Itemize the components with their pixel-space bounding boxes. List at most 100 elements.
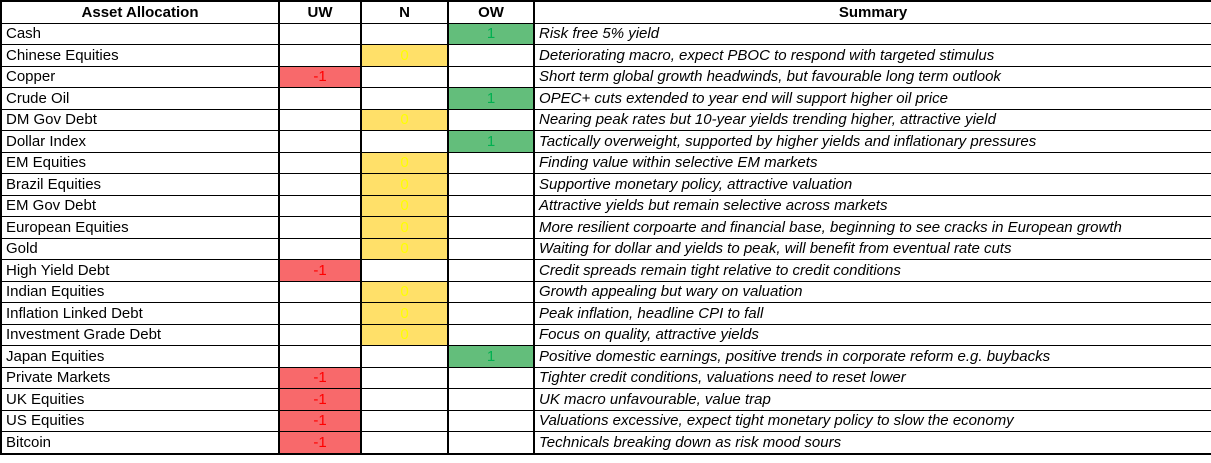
ow-cell[interactable] <box>447 366 535 389</box>
summary-cell[interactable]: More resilient corpoarte and financial b… <box>533 216 1211 239</box>
uw-cell[interactable] <box>278 323 362 346</box>
n-cell[interactable] <box>360 388 449 411</box>
ow-cell[interactable] <box>447 280 535 303</box>
asset-name-cell[interactable]: Japan Equities <box>0 345 280 368</box>
uw-cell[interactable]: -1 <box>278 431 362 454</box>
column-header-n[interactable]: N <box>360 0 449 24</box>
ow-cell[interactable] <box>447 323 535 346</box>
asset-name-cell[interactable]: DM Gov Debt <box>0 108 280 131</box>
asset-name-cell[interactable]: US Equities <box>0 409 280 432</box>
n-cell[interactable]: 0 <box>360 302 449 325</box>
uw-cell[interactable]: -1 <box>278 259 362 282</box>
summary-cell[interactable]: Credit spreads remain tight relative to … <box>533 259 1211 282</box>
summary-cell[interactable]: Risk free 5% yield <box>533 22 1211 45</box>
n-cell[interactable]: 0 <box>360 237 449 260</box>
uw-cell[interactable] <box>278 237 362 260</box>
asset-name-cell[interactable]: EM Equities <box>0 151 280 174</box>
uw-cell[interactable] <box>278 87 362 110</box>
ow-cell[interactable] <box>447 44 535 67</box>
uw-cell[interactable] <box>278 108 362 131</box>
uw-cell[interactable] <box>278 280 362 303</box>
n-cell[interactable] <box>360 431 449 454</box>
asset-name-cell[interactable]: Cash <box>0 22 280 45</box>
uw-cell[interactable]: -1 <box>278 366 362 389</box>
asset-name-cell[interactable]: Gold <box>0 237 280 260</box>
uw-cell[interactable]: -1 <box>278 388 362 411</box>
summary-cell[interactable]: OPEC+ cuts extended to year end will sup… <box>533 87 1211 110</box>
ow-cell[interactable] <box>447 259 535 282</box>
summary-cell[interactable]: Nearing peak rates but 10-year yields tr… <box>533 108 1211 131</box>
asset-name-cell[interactable]: Investment Grade Debt <box>0 323 280 346</box>
n-cell[interactable]: 0 <box>360 194 449 217</box>
ow-cell[interactable]: 1 <box>447 87 535 110</box>
column-header-asset-allocation[interactable]: Asset Allocation <box>0 0 280 24</box>
asset-name-cell[interactable]: Indian Equities <box>0 280 280 303</box>
n-cell[interactable]: 0 <box>360 280 449 303</box>
n-cell[interactable]: 0 <box>360 44 449 67</box>
ow-cell[interactable] <box>447 151 535 174</box>
summary-cell[interactable]: Tighter credit conditions, valuations ne… <box>533 366 1211 389</box>
n-cell[interactable] <box>360 259 449 282</box>
n-cell[interactable]: 0 <box>360 151 449 174</box>
n-cell[interactable] <box>360 65 449 88</box>
ow-cell[interactable] <box>447 302 535 325</box>
ow-cell[interactable] <box>447 65 535 88</box>
n-cell[interactable] <box>360 366 449 389</box>
ow-cell[interactable] <box>447 409 535 432</box>
asset-name-cell[interactable]: European Equities <box>0 216 280 239</box>
column-header-summary[interactable]: Summary <box>533 0 1211 24</box>
uw-cell[interactable]: -1 <box>278 65 362 88</box>
ow-cell[interactable]: 1 <box>447 130 535 153</box>
ow-cell[interactable] <box>447 108 535 131</box>
summary-cell[interactable]: Short term global growth headwinds, but … <box>533 65 1211 88</box>
ow-cell[interactable] <box>447 194 535 217</box>
uw-cell[interactable] <box>278 151 362 174</box>
ow-cell[interactable] <box>447 173 535 196</box>
n-cell[interactable]: 0 <box>360 323 449 346</box>
summary-cell[interactable]: Growth appealing but wary on valuation <box>533 280 1211 303</box>
n-cell[interactable] <box>360 130 449 153</box>
asset-name-cell[interactable]: Bitcoin <box>0 431 280 454</box>
uw-cell[interactable]: -1 <box>278 409 362 432</box>
asset-name-cell[interactable]: Inflation Linked Debt <box>0 302 280 325</box>
asset-name-cell[interactable]: Copper <box>0 65 280 88</box>
summary-cell[interactable]: Peak inflation, headline CPI to fall <box>533 302 1211 325</box>
asset-name-cell[interactable]: EM Gov Debt <box>0 194 280 217</box>
summary-cell[interactable]: UK macro unfavourable, value trap <box>533 388 1211 411</box>
summary-cell[interactable]: Attractive yields but remain selective a… <box>533 194 1211 217</box>
asset-name-cell[interactable]: UK Equities <box>0 388 280 411</box>
uw-cell[interactable] <box>278 22 362 45</box>
uw-cell[interactable] <box>278 194 362 217</box>
summary-cell[interactable]: Deteriorating macro, expect PBOC to resp… <box>533 44 1211 67</box>
summary-cell[interactable]: Supportive monetary policy, attractive v… <box>533 173 1211 196</box>
uw-cell[interactable] <box>278 130 362 153</box>
column-header-uw[interactable]: UW <box>278 0 362 24</box>
n-cell[interactable] <box>360 87 449 110</box>
n-cell[interactable] <box>360 345 449 368</box>
uw-cell[interactable] <box>278 216 362 239</box>
n-cell[interactable]: 0 <box>360 108 449 131</box>
ow-cell[interactable] <box>447 388 535 411</box>
asset-name-cell[interactable]: Brazil Equities <box>0 173 280 196</box>
asset-name-cell[interactable]: High Yield Debt <box>0 259 280 282</box>
asset-name-cell[interactable]: Dollar Index <box>0 130 280 153</box>
summary-cell[interactable]: Positive domestic earnings, positive tre… <box>533 345 1211 368</box>
summary-cell[interactable]: Valuations excessive, expect tight monet… <box>533 409 1211 432</box>
uw-cell[interactable] <box>278 302 362 325</box>
n-cell[interactable]: 0 <box>360 173 449 196</box>
summary-cell[interactable]: Focus on quality, attractive yields <box>533 323 1211 346</box>
summary-cell[interactable]: Finding value within selective EM market… <box>533 151 1211 174</box>
ow-cell[interactable] <box>447 237 535 260</box>
summary-cell[interactable]: Waiting for dollar and yields to peak, w… <box>533 237 1211 260</box>
ow-cell[interactable] <box>447 216 535 239</box>
column-header-ow[interactable]: OW <box>447 0 535 24</box>
n-cell[interactable] <box>360 22 449 45</box>
asset-name-cell[interactable]: Chinese Equities <box>0 44 280 67</box>
summary-cell[interactable]: Tactically overweight, supported by high… <box>533 130 1211 153</box>
summary-cell[interactable]: Technicals breaking down as risk mood so… <box>533 431 1211 454</box>
uw-cell[interactable] <box>278 173 362 196</box>
asset-name-cell[interactable]: Crude Oil <box>0 87 280 110</box>
ow-cell[interactable]: 1 <box>447 22 535 45</box>
n-cell[interactable]: 0 <box>360 216 449 239</box>
ow-cell[interactable] <box>447 431 535 454</box>
